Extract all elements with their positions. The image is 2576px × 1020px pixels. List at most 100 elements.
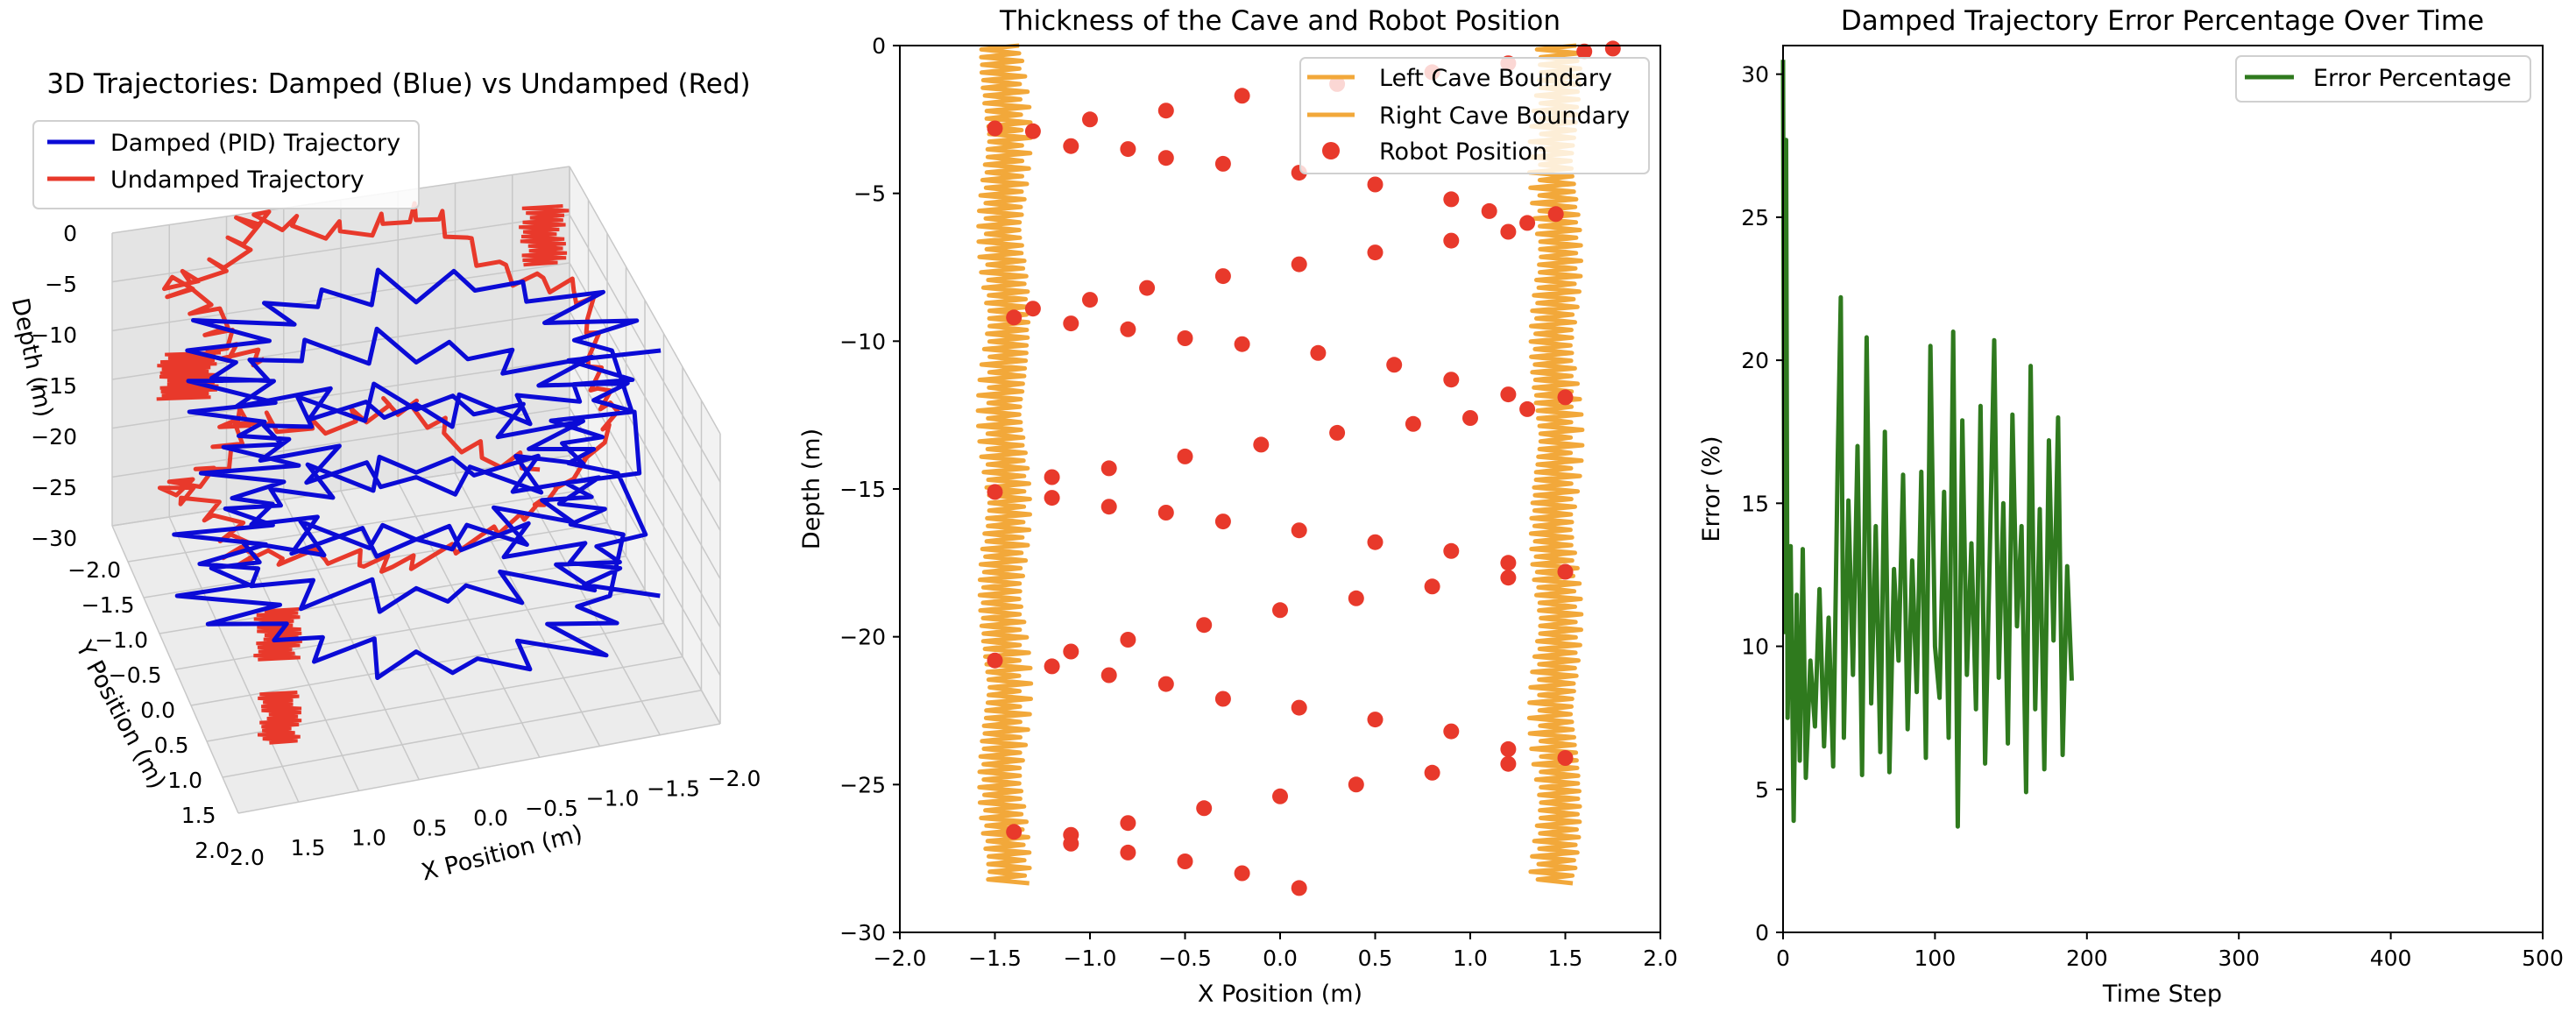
y-tick-label: 0.0 xyxy=(140,698,175,723)
robot-position-point xyxy=(1557,563,1574,580)
robot-position-point xyxy=(1120,815,1136,832)
undamped-oscillation-cluster xyxy=(253,607,302,662)
robot-position-point xyxy=(1443,191,1460,208)
robot-position-point xyxy=(1500,740,1517,757)
y-tick-label: −20 xyxy=(839,625,886,650)
robot-position-point xyxy=(1044,658,1060,675)
robot-position-point xyxy=(1063,315,1079,332)
y-axis-label: Depth (m) xyxy=(798,429,825,549)
y-tick-label: −25 xyxy=(839,772,886,797)
legend-label-right-boundary: Right Cave Boundary xyxy=(1379,103,1630,130)
robot-position-point xyxy=(1500,555,1517,571)
robot-position-point xyxy=(1462,410,1478,426)
robot-position-point xyxy=(1157,505,1174,521)
robot-position-point xyxy=(1443,723,1460,740)
x-tick-label: 1.0 xyxy=(1453,946,1488,971)
x-tick-label: 300 xyxy=(2218,946,2260,971)
x-tick-label: 1.5 xyxy=(1548,946,1583,971)
chart-title: Thickness of the Cave and Robot Position xyxy=(999,5,1560,37)
z-tick-label: −5 xyxy=(45,272,77,297)
x-tick-label: 200 xyxy=(2066,946,2108,971)
chart-title: Damped Trajectory Error Percentage Over … xyxy=(1841,5,2484,37)
robot-position-point xyxy=(1214,514,1231,530)
floor-grid-line xyxy=(159,556,626,634)
robot-position-point xyxy=(987,484,1003,500)
back-wall-grid-line xyxy=(111,358,570,429)
plot-frame xyxy=(1782,45,2544,933)
y-tick-label: −1.0 xyxy=(95,627,148,653)
x-tick-label: 100 xyxy=(1914,946,1957,971)
robot-position-point xyxy=(1100,460,1117,477)
x-tick-label: −1.0 xyxy=(1064,946,1117,971)
z-tick-label: −15 xyxy=(31,373,77,399)
legend-label-robot: Robot Position xyxy=(1379,138,1547,166)
robot-position-point xyxy=(1443,232,1460,249)
z-axis-label: Depth (m) xyxy=(6,295,58,420)
x-tick-label: 1.0 xyxy=(351,825,386,851)
robot-position-point xyxy=(1196,800,1213,817)
tick-labels: −2.0 −1.5 −1.0 −0.5 0.0 0.5 1.0 1.5 2.0 0 −5 −10 −15… xyxy=(839,33,1678,971)
robot-position-point xyxy=(1120,632,1136,648)
robot-position-point xyxy=(1481,202,1497,219)
3d-tick-labels: 0 −5 −10 −15 −20 −25 −30 −2.0 −1.5 −1.0 −0.5 0.0 0.5… xyxy=(31,221,761,870)
robot-position-point xyxy=(1367,534,1384,550)
y-tick-label: 0.5 xyxy=(154,733,189,758)
robot-position-point xyxy=(1272,602,1288,619)
x-tick-label: 0.5 xyxy=(413,815,448,840)
robot-position-point xyxy=(1291,522,1307,539)
robot-position-point xyxy=(1367,176,1384,193)
x-tick-label: −0.5 xyxy=(525,796,578,821)
robot-position-point xyxy=(1082,292,1098,308)
y-tick-label: 0 xyxy=(872,33,886,59)
y-axis-label: Error (%) xyxy=(1698,436,1725,542)
x-tick-label: −2.0 xyxy=(874,946,927,971)
robot-position-point xyxy=(1557,389,1574,406)
y-tick-label: −30 xyxy=(839,920,886,946)
robot-position-point xyxy=(1024,123,1041,139)
chart-3d-trajectories: 3D Trajectories: Damped (Blue) vs Undamp… xyxy=(6,68,761,887)
robot-position-point xyxy=(1291,256,1307,273)
x-tick-label: 2.0 xyxy=(1643,946,1678,971)
robot-position-point xyxy=(1272,788,1288,804)
robot-position-point xyxy=(1348,776,1364,793)
robot-position-point xyxy=(1234,88,1250,104)
3d-axes-box xyxy=(111,166,721,814)
side-wall-grid-line xyxy=(569,166,721,435)
y-tick-label: −0.5 xyxy=(109,662,162,688)
x-tick-label: −1.0 xyxy=(586,786,640,811)
left-cave-boundary-line xyxy=(975,43,1034,886)
y-tick-label: 10 xyxy=(1741,634,1769,660)
robot-position-point xyxy=(1557,750,1574,766)
robot-position-point xyxy=(1157,150,1174,166)
robot-position-point xyxy=(1500,223,1517,240)
robot-position-point xyxy=(1120,141,1136,158)
legend-frame xyxy=(1299,57,1650,174)
plot-area xyxy=(1780,60,2074,829)
y-tick-label: 2.0 xyxy=(195,838,230,863)
legend: Damped (PID) Trajectory Undamped Traject… xyxy=(32,120,420,209)
legend: Left Cave Boundary Right Cave Boundary R… xyxy=(1299,57,1650,174)
robot-position-point xyxy=(1310,344,1327,361)
robot-position-point xyxy=(1139,280,1156,296)
robot-position-point xyxy=(1100,499,1117,515)
robot-position-point xyxy=(1044,490,1060,506)
undamped-oscillation-cluster xyxy=(156,351,222,401)
side-wall-grid-line xyxy=(569,455,721,725)
right-cave-boundary-line xyxy=(1526,43,1585,886)
robot-position-point xyxy=(1120,844,1136,861)
robot-position-point xyxy=(1234,336,1250,352)
x-tick-label: 0.0 xyxy=(1263,946,1298,971)
robot-position-point xyxy=(1547,206,1564,223)
x-tick-label: 2.0 xyxy=(230,845,265,870)
robot-position-point xyxy=(1519,215,1536,231)
floor-grid-line xyxy=(397,481,541,758)
x-axis-label: X Position (m) xyxy=(1198,981,1362,1008)
robot-position-point xyxy=(1157,676,1174,692)
x-tick-label: −1.5 xyxy=(968,946,1022,971)
y-tick-label: 20 xyxy=(1741,348,1769,373)
chart-error-percentage: Damped Trajectory Error Percentage Over … xyxy=(1698,5,2564,1008)
robot-position-point xyxy=(1443,542,1460,559)
robot-position-point xyxy=(1234,865,1250,882)
robot-position-point xyxy=(1576,43,1593,60)
